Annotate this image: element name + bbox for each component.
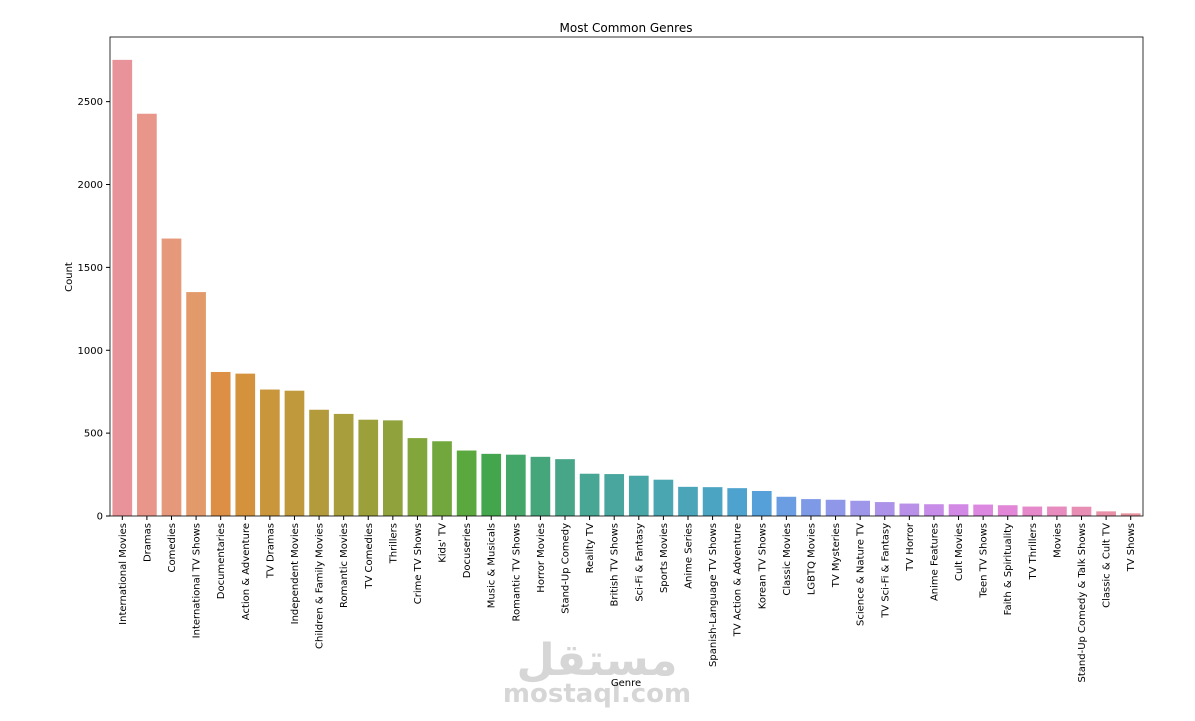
x-tick-label: TV Action & Adventure <box>733 523 744 637</box>
bar <box>1071 506 1092 516</box>
x-tick-label: TV Horror <box>905 522 916 572</box>
bar <box>1120 513 1141 516</box>
bar <box>801 499 821 516</box>
x-tick-label: Anime Features <box>929 523 940 601</box>
bar <box>1047 506 1067 516</box>
bar <box>137 113 157 517</box>
x-tick-label: Movies <box>1052 523 1063 558</box>
bar <box>727 488 748 516</box>
x-tick-label: Cult Movies <box>954 523 965 581</box>
bar <box>284 390 305 516</box>
x-tick-label: Dramas <box>142 523 153 562</box>
x-tick-label: Docuseries <box>462 523 473 578</box>
bar <box>383 420 403 516</box>
x-tick-label: Anime Series <box>683 523 694 589</box>
x-tick-label: TV Mysteries <box>831 523 842 588</box>
x-tick-label: Faith & Spirituality <box>1003 523 1014 615</box>
bar <box>186 292 206 516</box>
x-tick-label: Classic Movies <box>782 523 793 596</box>
x-tick-label: Kids' TV <box>438 523 449 563</box>
x-tick-label: Independent Movies <box>290 523 301 624</box>
bar <box>604 474 625 516</box>
x-tick-label: Stand-Up Comedy & Talk Shows <box>1077 523 1088 682</box>
bar <box>358 419 379 516</box>
bar <box>260 389 280 516</box>
bar <box>456 450 477 516</box>
bar <box>653 479 674 516</box>
y-tick-label: 1000 <box>78 346 103 357</box>
x-tick-label: Music & Musicals <box>487 523 498 608</box>
bar <box>702 487 723 516</box>
bar <box>678 486 698 516</box>
x-tick-label: LGBTQ Movies <box>806 523 817 595</box>
bar <box>530 456 551 516</box>
x-tick-label: Romantic Movies <box>339 523 350 608</box>
x-axis-label: Genre <box>611 678 641 689</box>
bar <box>112 59 133 516</box>
bar <box>481 453 502 516</box>
x-tick-label: British TV Shows <box>610 523 621 607</box>
x-tick-label: Reality TV <box>585 523 596 573</box>
bar <box>628 475 649 516</box>
x-tick-label: Action & Adventure <box>241 523 252 620</box>
x-tick-label: Romantic TV Shows <box>511 523 522 622</box>
bar <box>948 504 969 516</box>
bar <box>333 413 354 516</box>
x-tick-label: TV Sci-Fi & Fantasy <box>880 523 891 619</box>
bar <box>825 499 846 516</box>
bar <box>899 503 920 516</box>
x-tick-label: International TV Shows <box>192 523 203 638</box>
bar <box>850 500 870 516</box>
x-tick-label: Science & Nature TV <box>856 523 867 626</box>
bar <box>776 496 797 516</box>
x-tick-label: Thrillers <box>388 523 399 564</box>
bar <box>751 490 772 516</box>
bar <box>924 504 944 516</box>
x-tick-label: Classic & Cult TV <box>1102 523 1113 608</box>
x-tick-label: Korean TV Shows <box>757 523 768 609</box>
y-tick-label: 2500 <box>78 97 103 108</box>
bar <box>505 454 526 516</box>
bar <box>555 459 575 516</box>
bar <box>874 502 895 516</box>
bar <box>1096 511 1116 516</box>
y-tick-label: 1500 <box>78 263 103 274</box>
x-tick-label: TV Dramas <box>265 523 276 579</box>
watermark-arabic: مستقل <box>517 635 678 686</box>
bar <box>210 371 231 516</box>
bar <box>235 373 256 516</box>
bar <box>1022 506 1043 516</box>
watermark-latin: mostaql.com <box>503 679 691 709</box>
plot-frame <box>109 36 1144 517</box>
bar <box>309 409 329 516</box>
bar <box>407 438 428 516</box>
x-tick-label: TV Shows <box>1126 523 1137 572</box>
x-tick-label: Children & Family Movies <box>315 523 326 649</box>
bar <box>973 504 993 516</box>
y-tick-label: 0 <box>97 512 103 523</box>
y-tick-label: 500 <box>84 429 103 440</box>
x-tick-label: Documentaries <box>216 523 227 599</box>
y-tick-label: 2000 <box>78 180 103 191</box>
x-tick-label: Comedies <box>167 523 178 572</box>
y-axis-label: Count <box>64 262 75 292</box>
x-tick-label: International Movies <box>118 523 129 625</box>
x-tick-label: Sports Movies <box>659 523 670 593</box>
x-tick-label: Sci-Fi & Fantasy <box>634 523 645 602</box>
x-tick-label: Spanish-Language TV Shows <box>708 523 719 667</box>
bar <box>579 473 600 516</box>
bar <box>997 505 1018 516</box>
chart-title: Most Common Genres <box>560 21 693 35</box>
bar <box>161 238 182 517</box>
x-tick-label: Crime TV Shows <box>413 523 424 604</box>
x-tick-label: TV Comedies <box>364 523 375 590</box>
x-tick-label: Stand-Up Comedy <box>561 523 572 614</box>
x-tick-label: Teen TV Shows <box>979 523 990 599</box>
bar <box>432 441 452 516</box>
x-tick-label: TV Thrillers <box>1028 523 1039 581</box>
x-tick-label: Horror Movies <box>536 523 547 593</box>
